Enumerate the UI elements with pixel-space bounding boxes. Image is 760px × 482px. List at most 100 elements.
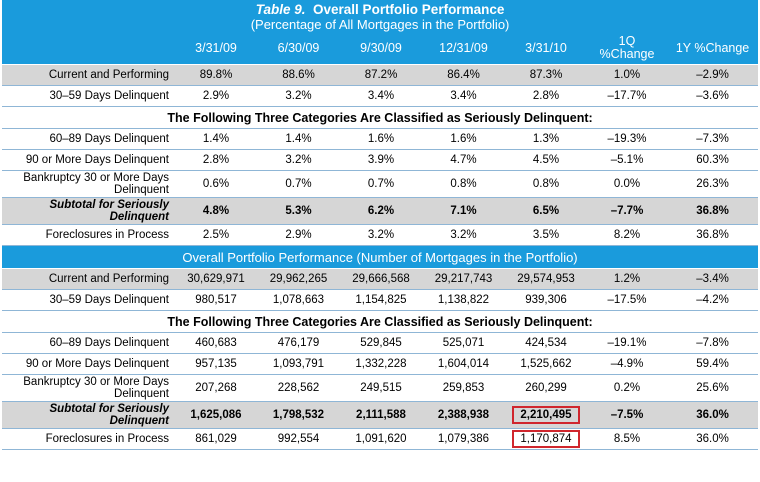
cell-value: 6.5%	[505, 197, 587, 225]
cell-value: 525,071	[422, 332, 505, 354]
cell-value: 1,625,086	[175, 401, 257, 429]
row-label: 30–59 Days Delinquent	[2, 85, 175, 107]
column-header-col-1y-change: 1Y %Change	[667, 32, 759, 65]
cell-value: 957,135	[175, 353, 257, 375]
cell-value: 3.2%	[422, 224, 505, 246]
cell-value: 1,093,791	[257, 353, 340, 375]
cell-value: 36.8%	[667, 197, 759, 225]
cell-value: 1,079,386	[422, 428, 505, 450]
cell-value: 2.5%	[175, 224, 257, 246]
cell-value: 4.5%	[505, 149, 587, 171]
cell-value: 29,574,953	[505, 268, 587, 290]
cell-value: 0.8%	[422, 170, 505, 198]
cell-value: 228,562	[257, 374, 340, 402]
cell-value: 861,029	[175, 428, 257, 450]
cell-value: 60.3%	[667, 149, 759, 171]
cell-value: –17.5%	[587, 289, 667, 311]
cell-value: 0.2%	[587, 374, 667, 402]
cell-value: 980,517	[175, 289, 257, 311]
table-number: Table 9.	[255, 2, 306, 17]
cell-value: 460,683	[175, 332, 257, 354]
column-header-col-3-31-10: 3/31/10	[505, 32, 587, 65]
cell-value: 1,798,532	[257, 401, 340, 429]
cell-value: 2.8%	[505, 85, 587, 107]
cell-value: 2,111,588	[340, 401, 422, 429]
cell-value: 25.6%	[667, 374, 759, 402]
row-label: Bankruptcy 30 or More Days Delinquent	[2, 374, 175, 402]
cell-value: 3.2%	[340, 224, 422, 246]
cell-value: 1.2%	[587, 268, 667, 290]
cell-value: 3.2%	[257, 149, 340, 171]
row-label: Foreclosures in Process	[2, 428, 175, 450]
cell-value: 207,268	[175, 374, 257, 402]
seriously-delinquent-banner: The Following Three Categories Are Class…	[2, 310, 759, 333]
cell-value: 0.6%	[175, 170, 257, 198]
row-label: 60–89 Days Delinquent	[2, 332, 175, 354]
row-label: Bankruptcy 30 or More Days Delinquent	[2, 170, 175, 198]
cell-value: 2,388,938	[422, 401, 505, 429]
cell-value: –5.1%	[587, 149, 667, 171]
cell-value: 2.9%	[175, 85, 257, 107]
cell-value: 59.4%	[667, 353, 759, 375]
cell-value: –7.7%	[587, 197, 667, 225]
table-title-text: Overall Portfolio Performance	[313, 2, 505, 17]
cell-value: 1,091,620	[340, 428, 422, 450]
table-row: Bankruptcy 30 or More Days Delinquent 0.6…	[2, 170, 759, 198]
table-row: Current and Performing 89.8% 88.6% 87.2% 86.…	[2, 64, 759, 86]
cell-value: 36.0%	[667, 428, 759, 450]
cell-value: –19.1%	[587, 332, 667, 354]
cell-value: 992,554	[257, 428, 340, 450]
cell-value: 2,210,495	[505, 401, 587, 429]
cell-value: 3.4%	[340, 85, 422, 107]
cell-value: 424,534	[505, 332, 587, 354]
cell-value: 1,078,663	[257, 289, 340, 311]
cell-value: 2.8%	[175, 149, 257, 171]
cell-value: 3.2%	[257, 85, 340, 107]
cell-value: 1,138,822	[422, 289, 505, 311]
cell-value: 8.5%	[587, 428, 667, 450]
cell-value: 1,604,014	[422, 353, 505, 375]
table-row: 60–89 Days Delinquent 460,683 476,179 529,8…	[2, 332, 759, 354]
table-row: 30–59 Days Delinquent 2.9% 3.2% 3.4% 3.4% 2.8…	[2, 85, 759, 107]
cell-value: 1.3%	[505, 128, 587, 150]
table-row: Foreclosures in Process 861,029 992,554 1,0…	[2, 428, 759, 450]
row-label: 90 or More Days Delinquent	[2, 149, 175, 171]
cell-value: 2.9%	[257, 224, 340, 246]
table-row: Subtotal for Seriously Delinquent 1,625,0…	[2, 401, 759, 429]
cell-value: 3.4%	[422, 85, 505, 107]
cell-value: 476,179	[257, 332, 340, 354]
cell-value: 8.2%	[587, 224, 667, 246]
cell-value: 1,154,825	[340, 289, 422, 311]
cell-value: 6.2%	[340, 197, 422, 225]
cell-value: 86.4%	[422, 64, 505, 86]
table-row: Bankruptcy 30 or More Days Delinquent 207…	[2, 374, 759, 402]
cell-value: 87.2%	[340, 64, 422, 86]
cell-value: 529,845	[340, 332, 422, 354]
cell-value: 260,299	[505, 374, 587, 402]
cell-value: 0.7%	[340, 170, 422, 198]
seriously-delinquent-banner: The Following Three Categories Are Class…	[2, 106, 759, 129]
table-title: Table 9. Overall Portfolio Performance (…	[2, 0, 759, 32]
cell-value: 29,666,568	[340, 268, 422, 290]
row-label: Current and Performing	[2, 64, 175, 86]
cell-value: 3.5%	[505, 224, 587, 246]
row-label: Current and Performing	[2, 268, 175, 290]
table-row: Foreclosures in Process 2.5% 2.9% 3.2% 3.2% 3…	[2, 224, 759, 246]
cell-value: 29,217,743	[422, 268, 505, 290]
cell-value: 1.4%	[257, 128, 340, 150]
table-row: Current and Performing 30,629,971 29,962,2…	[2, 268, 759, 290]
row-label: 60–89 Days Delinquent	[2, 128, 175, 150]
cell-value: 88.6%	[257, 64, 340, 86]
section2-title: Overall Portfolio Performance (Number of…	[2, 245, 759, 269]
cell-value: 249,515	[340, 374, 422, 402]
cell-value: 1,525,662	[505, 353, 587, 375]
row-label: Subtotal for Seriously Delinquent	[2, 197, 175, 225]
cell-value: 36.0%	[667, 401, 759, 429]
cell-value: 0.8%	[505, 170, 587, 198]
table-row: 90 or More Days Delinquent 957,135 1,093,7…	[2, 353, 759, 375]
cell-value: 0.0%	[587, 170, 667, 198]
row-label: Foreclosures in Process	[2, 224, 175, 246]
column-header-col-9-30-09: 9/30/09	[340, 32, 422, 65]
cell-value: 1,332,228	[340, 353, 422, 375]
